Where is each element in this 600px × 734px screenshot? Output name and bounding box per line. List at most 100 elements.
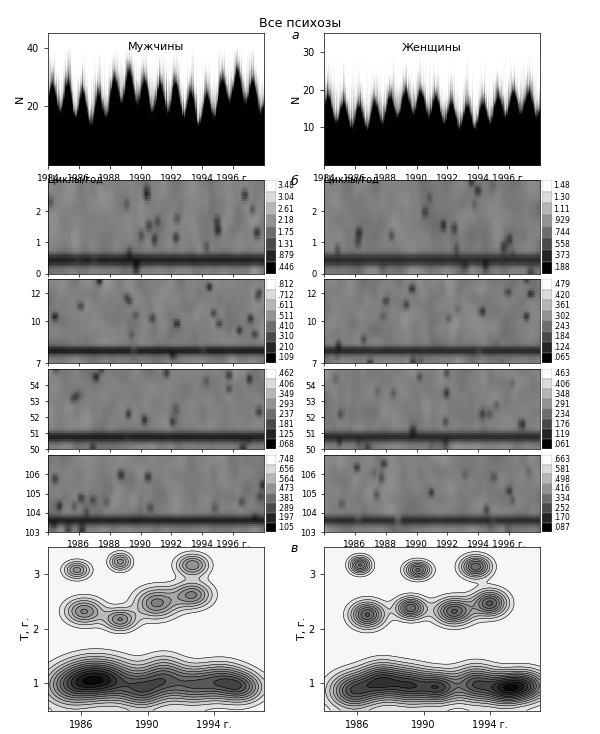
Text: 1.30: 1.30: [553, 193, 570, 202]
Text: .712: .712: [277, 291, 294, 299]
Text: .334: .334: [553, 494, 571, 503]
Text: а: а: [291, 29, 299, 43]
Bar: [266, 342, 276, 352]
Text: .181: .181: [277, 420, 294, 429]
Text: .109: .109: [277, 353, 294, 363]
Bar: [542, 494, 552, 504]
Text: .068: .068: [277, 440, 294, 448]
Text: .879: .879: [277, 252, 294, 261]
Text: .564: .564: [277, 475, 295, 484]
Bar: [266, 523, 276, 532]
Text: .184: .184: [553, 333, 570, 341]
Bar: [266, 474, 276, 484]
Text: .119: .119: [553, 429, 570, 439]
Text: .511: .511: [277, 311, 294, 321]
Bar: [542, 262, 552, 274]
Y-axis label: T, г.: T, г.: [298, 617, 307, 640]
Text: .252: .252: [553, 504, 570, 512]
Bar: [266, 280, 276, 290]
Bar: [266, 290, 276, 300]
Bar: [542, 484, 552, 494]
Text: .498: .498: [553, 475, 570, 484]
Text: .406: .406: [277, 379, 295, 388]
Bar: [542, 321, 552, 332]
Text: .170: .170: [553, 513, 570, 522]
Text: .310: .310: [277, 333, 294, 341]
Bar: [542, 399, 552, 409]
Bar: [266, 203, 276, 215]
Text: 1.48: 1.48: [553, 181, 570, 190]
Text: .462: .462: [277, 369, 294, 379]
Text: 3.04: 3.04: [277, 193, 295, 202]
Text: .558: .558: [553, 240, 570, 249]
Text: 3.48: 3.48: [277, 181, 294, 190]
Text: 2.61: 2.61: [277, 205, 294, 214]
Text: .349: .349: [277, 390, 295, 399]
Bar: [542, 239, 552, 250]
Text: 1.75: 1.75: [277, 228, 294, 237]
Bar: [542, 379, 552, 389]
Text: .748: .748: [277, 456, 294, 465]
Bar: [266, 419, 276, 429]
Bar: [542, 227, 552, 239]
Bar: [542, 455, 552, 465]
Bar: [266, 250, 276, 262]
Text: 2.18: 2.18: [277, 217, 294, 225]
Bar: [542, 290, 552, 300]
Text: .105: .105: [277, 523, 294, 532]
Bar: [542, 389, 552, 399]
Text: Циклы/год: Циклы/год: [48, 175, 103, 185]
Text: Женщины: Женщины: [402, 43, 462, 52]
Text: .929: .929: [553, 217, 570, 225]
Text: .289: .289: [277, 504, 294, 512]
Bar: [542, 250, 552, 262]
Bar: [266, 180, 276, 192]
Bar: [266, 409, 276, 419]
Text: .176: .176: [553, 420, 570, 429]
Bar: [542, 465, 552, 474]
Text: .473: .473: [277, 484, 295, 493]
Text: б: б: [291, 175, 299, 188]
Bar: [266, 262, 276, 274]
Text: .348: .348: [553, 390, 570, 399]
Text: .188: .188: [553, 264, 570, 272]
Bar: [266, 494, 276, 504]
Text: .237: .237: [277, 410, 294, 418]
Y-axis label: N: N: [15, 95, 25, 103]
Bar: [266, 239, 276, 250]
Bar: [542, 523, 552, 532]
Text: .124: .124: [553, 343, 570, 352]
Bar: [266, 332, 276, 342]
Text: .361: .361: [553, 301, 570, 310]
Bar: [542, 513, 552, 523]
Text: Все психозы: Все психозы: [259, 17, 341, 30]
Text: .416: .416: [553, 484, 570, 493]
Bar: [542, 203, 552, 215]
Bar: [266, 439, 276, 449]
Text: .291: .291: [553, 399, 570, 409]
Text: .302: .302: [553, 311, 570, 321]
Bar: [542, 409, 552, 419]
Bar: [266, 300, 276, 310]
Text: .656: .656: [277, 465, 295, 474]
Bar: [542, 192, 552, 203]
Bar: [266, 504, 276, 513]
Bar: [542, 419, 552, 429]
Bar: [542, 439, 552, 449]
Bar: [266, 513, 276, 523]
Bar: [266, 352, 276, 363]
Bar: [266, 429, 276, 439]
Text: 1.31: 1.31: [277, 240, 294, 249]
Text: .410: .410: [277, 322, 294, 331]
Bar: [542, 474, 552, 484]
Bar: [266, 389, 276, 399]
Text: .087: .087: [553, 523, 570, 532]
Bar: [266, 310, 276, 321]
Text: .744: .744: [553, 228, 571, 237]
Bar: [542, 180, 552, 192]
Text: .197: .197: [277, 513, 294, 522]
Text: .065: .065: [553, 353, 571, 363]
Text: .234: .234: [553, 410, 570, 418]
Text: .581: .581: [553, 465, 570, 474]
Y-axis label: T, г.: T, г.: [22, 617, 31, 640]
